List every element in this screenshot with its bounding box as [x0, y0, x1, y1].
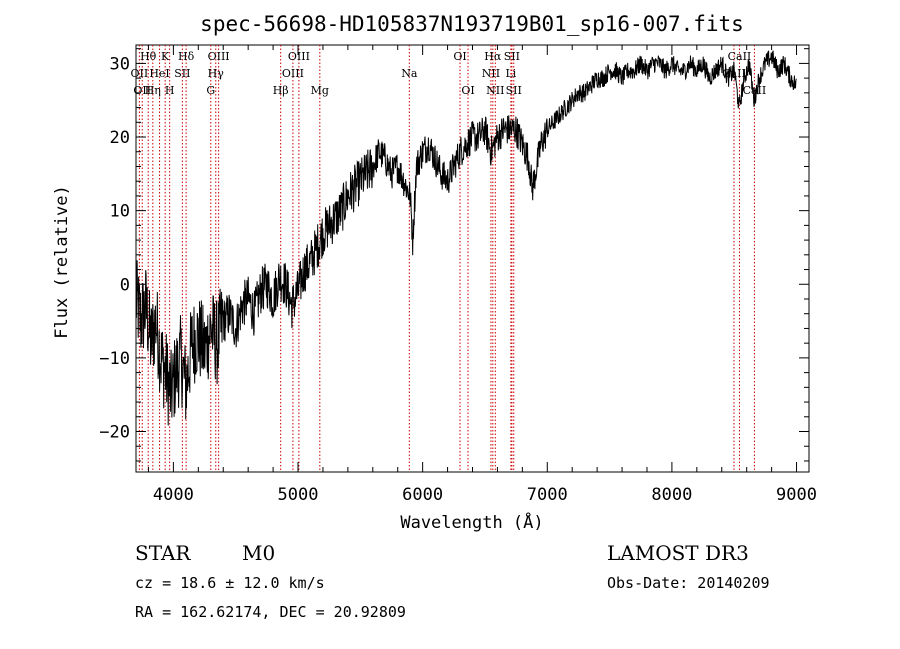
- y-axis-label: Flux (relative): [52, 185, 72, 339]
- line-marker-label: HeI: [149, 67, 169, 80]
- line-marker-label: Hθ: [140, 50, 157, 63]
- x-tick-label: 5000: [278, 485, 319, 505]
- info-survey: LAMOST DR3: [607, 541, 749, 565]
- spectral-line-markers: [138, 45, 755, 472]
- plot-frame: [135, 44, 810, 473]
- info-radec: RA = 162.62174, DEC = 20.92809: [135, 603, 406, 621]
- line-marker-label: Hα: [484, 50, 502, 63]
- line-marker-label: Hη: [145, 84, 161, 97]
- y-tick-label: 20: [110, 128, 130, 148]
- line-marker-label: OIII: [282, 67, 304, 80]
- chart-title: spec-56698-HD105837N193719B01_sp16-007.f…: [200, 12, 744, 36]
- line-marker-label: OIII: [288, 50, 310, 63]
- line-marker-label: Mg: [311, 84, 329, 97]
- line-marker-label: Hγ: [208, 67, 225, 80]
- line-marker-label: SII: [506, 84, 522, 97]
- spectrum-line: [135, 50, 797, 426]
- line-marker-label: Hβ: [273, 84, 289, 97]
- y-tick-label: −20: [99, 423, 130, 443]
- line-marker-label: K: [161, 50, 170, 63]
- tick-labels: 4000 5000 6000 7000 8000 9000 −20 −10 0 10 20 30: [99, 54, 817, 505]
- line-marker-label: OI: [453, 50, 466, 63]
- line-marker-label: NII: [486, 84, 504, 97]
- line-marker-label: Hδ: [178, 50, 195, 63]
- info-cz: cz = 18.6 ± 12.0 km/s: [135, 574, 325, 592]
- line-marker-label: Na: [401, 67, 418, 80]
- spectral-line-labels: OII OII Hθ Hη HeI K H SII Hδ G Hγ OIII Hβ OIII OIII Mg N…: [131, 50, 767, 97]
- line-marker-label: OI: [461, 84, 474, 97]
- x-tick-label: 9000: [776, 485, 817, 505]
- line-marker-label: H: [165, 84, 175, 97]
- line-marker-label: G: [206, 84, 215, 97]
- y-tick-label: 10: [110, 202, 130, 222]
- y-tick-label: 30: [110, 54, 130, 74]
- line-marker-label: NII: [482, 67, 500, 80]
- x-tick-label: 4000: [153, 485, 194, 505]
- info-class: STAR: [135, 541, 191, 565]
- line-marker-label: CaII: [728, 50, 752, 63]
- y-tick-label: −10: [99, 349, 130, 369]
- x-tick-label: 7000: [527, 485, 568, 505]
- line-marker-label: OII: [133, 84, 151, 97]
- info-obs-date: Obs-Date: 20140209: [607, 574, 770, 592]
- axis-ticks: [136, 45, 809, 472]
- line-marker-label: Li: [505, 67, 516, 80]
- x-axis-label: Wavelength (Å): [400, 511, 543, 533]
- line-marker-label: SII: [504, 50, 520, 63]
- line-marker-label: SII: [174, 67, 190, 80]
- x-tick-label: 6000: [402, 485, 443, 505]
- y-tick-label: 0: [120, 275, 130, 295]
- info-subclass: M0: [242, 541, 275, 565]
- line-marker-label: OIII: [208, 50, 230, 63]
- line-marker-label: OII: [131, 67, 149, 80]
- x-tick-label: 8000: [651, 485, 692, 505]
